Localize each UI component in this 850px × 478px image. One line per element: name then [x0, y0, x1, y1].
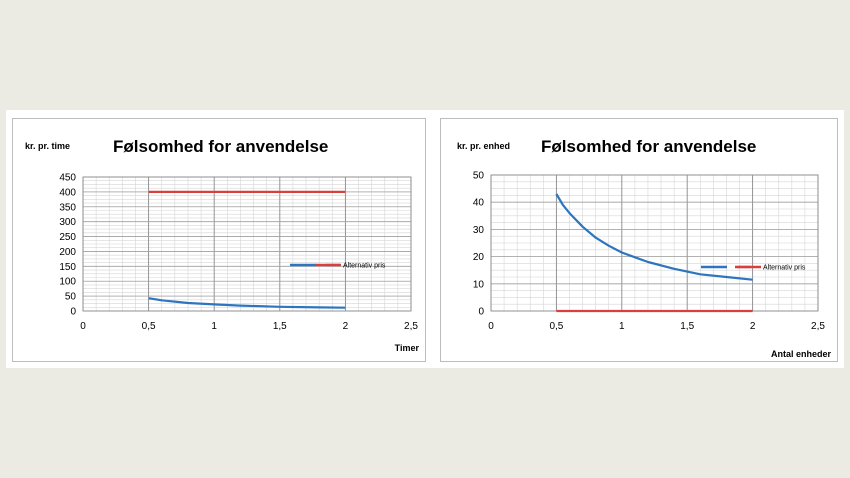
x-tick-label: 0,5 [549, 321, 563, 332]
chart-title: Følsomhed for anvendelse [113, 137, 328, 156]
series-line-0 [555, 193, 753, 281]
chart-left: kr. pr. time Følsomhed for anvendelse Ti… [25, 137, 420, 353]
y-tick-label: 10 [473, 279, 485, 290]
legend-label: Alternativ pris [343, 263, 386, 270]
chart-panel-right: kr. pr. enhed Følsomhed for anvendelse A… [440, 118, 838, 362]
y-tick-label: 400 [59, 187, 76, 198]
x-tick-label: 0,5 [142, 321, 156, 332]
chart-panel-left: kr. pr. time Følsomhed for anvendelse Ti… [12, 118, 426, 362]
y-axis-label: kr. pr. time [25, 141, 70, 151]
chart-title: Følsomhed for anvendelse [541, 137, 756, 156]
x-tick-label: 0 [488, 321, 494, 332]
x-tick-label: 2 [750, 321, 756, 332]
y-tick-label: 300 [59, 217, 76, 228]
x-tick-label: 1 [211, 321, 217, 332]
y-tick-label: 30 [473, 225, 485, 236]
x-tick-label: 2,5 [811, 321, 825, 332]
x-tick-label: 1 [619, 321, 625, 332]
y-tick-label: 450 [59, 173, 76, 184]
y-axis-label: kr. pr. enhed [457, 141, 510, 151]
y-tick-label: 250 [59, 232, 76, 243]
y-tick-label: 100 [59, 277, 76, 288]
x-tick-label: 1,5 [273, 321, 287, 332]
x-axis-label: Antal enheder [771, 349, 832, 359]
legend-label: Alternativ pris [763, 265, 806, 272]
chart-right: kr. pr. enhed Følsomhed for anvendelse A… [457, 137, 832, 359]
x-tick-label: 2 [343, 321, 349, 332]
y-tick-label: 50 [65, 292, 77, 303]
y-tick-label: 200 [59, 247, 76, 258]
series-line-0 [148, 297, 346, 309]
x-tick-label: 1,5 [680, 321, 694, 332]
y-tick-label: 0 [478, 307, 484, 318]
x-tick-label: 0 [80, 321, 86, 332]
y-tick-label: 350 [59, 202, 76, 213]
y-tick-label: 0 [70, 307, 76, 318]
y-tick-label: 50 [473, 171, 485, 182]
x-axis-label: Timer [395, 343, 420, 353]
y-tick-label: 40 [473, 198, 485, 209]
y-tick-label: 150 [59, 262, 76, 273]
y-tick-label: 20 [473, 252, 485, 263]
x-tick-label: 2,5 [404, 321, 418, 332]
